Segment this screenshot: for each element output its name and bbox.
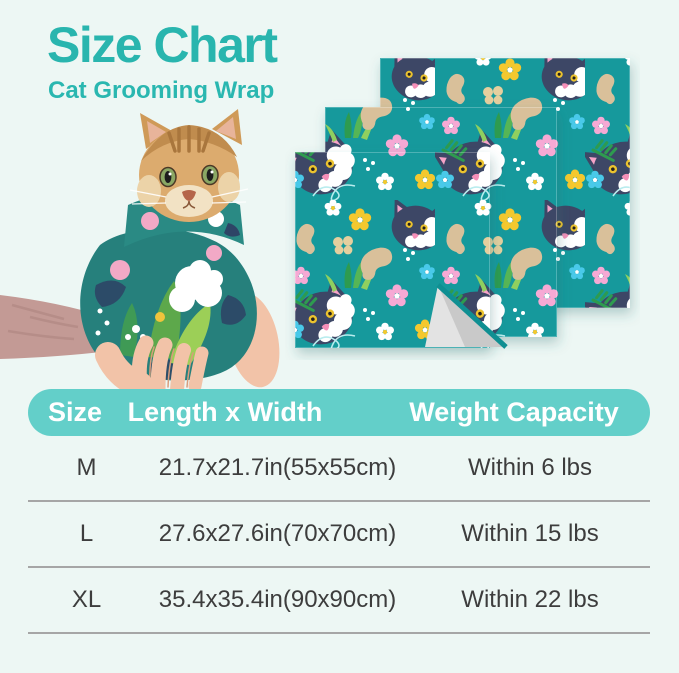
page-subtitle: Cat Grooming Wrap: [48, 77, 275, 104]
cell-length-width: 27.6x27.6in(70x70cm): [158, 520, 397, 547]
cell-weight-capacity: Within 6 lbs: [467, 454, 593, 481]
cell-size: XL: [71, 586, 102, 613]
column-header-weight-capacity: Weight Capacity: [409, 397, 619, 427]
column-header-length-width: Length x Width: [127, 397, 323, 427]
cat-photo-illustration: [0, 109, 280, 398]
size-table-body: M 21.7x21.7in(55x55cm) Within 6 lbs L 27…: [28, 436, 650, 634]
hand-fingers: [95, 335, 209, 398]
table-row-xl: XL 35.4x35.4in(90x90cm) Within 22 lbs: [28, 568, 650, 634]
table-header: Size Length x Width Weight Capacity: [28, 389, 650, 436]
cell-weight-capacity: Within 15 lbs: [461, 520, 599, 547]
cell-weight-capacity: Within 22 lbs: [461, 586, 599, 613]
wrap-bundle: [80, 228, 257, 381]
cat-head: [129, 109, 249, 222]
table-row-m: M 21.7x21.7in(55x55cm) Within 6 lbs: [28, 436, 650, 502]
column-header-size: Size: [47, 397, 103, 427]
fabric-squares-illustration: [295, 58, 630, 349]
cell-size: L: [79, 520, 94, 547]
folded-corner: [425, 283, 508, 349]
page-title: Size Chart: [47, 17, 278, 73]
cell-length-width: 35.4x35.4in(90x90cm): [158, 586, 397, 613]
cell-length-width: 21.7x21.7in(55x55cm): [158, 454, 397, 481]
cell-size: M: [76, 454, 97, 481]
table-row-l: L 27.6x27.6in(70x70cm) Within 15 lbs: [28, 502, 650, 568]
